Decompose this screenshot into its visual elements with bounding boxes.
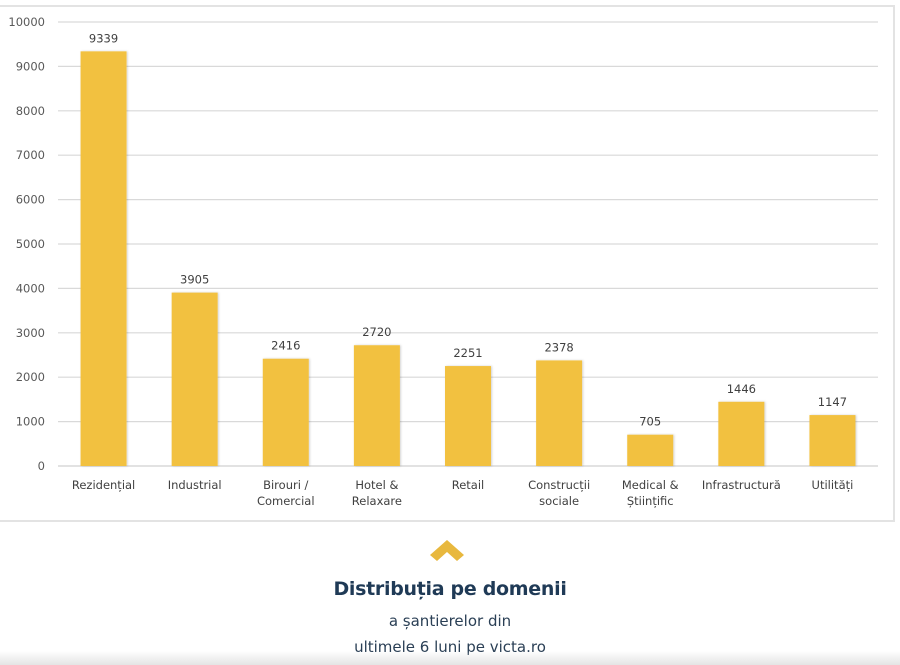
data-label: 2416 [271,339,300,353]
x-tick-label-line: Hotel & [355,478,398,492]
y-tick-label: 1000 [16,415,45,429]
x-tick-label: Hotel & Relaxare [352,478,402,508]
x-tick-label-line: Retail [452,478,485,492]
x-tick-label-line: Utilități [812,478,854,492]
y-tick-label: 5000 [16,237,45,251]
y-tick-label: 6000 [16,193,45,207]
bar [445,366,491,466]
x-tick-label-line: Industrial [168,478,222,492]
x-tick-label: Retail [452,478,485,492]
x-tick-label-line: Relaxare [352,494,402,508]
bars [80,51,856,467]
bar [262,358,309,466]
x-axis-category-labels: Rezidențial Industrial Birouri / Comercial H… [72,478,853,508]
x-tick-label-line: sociale [539,494,579,508]
x-tick-label-line: Infrastructură [702,478,781,492]
y-tick-label: 2000 [16,370,45,384]
bar [809,415,856,466]
x-tick-label: Utilități [812,478,854,492]
bottom-shadow [0,651,900,665]
x-tick-label: Birouri / Comercial [257,478,315,508]
x-tick-label: Rezidențial [72,478,135,492]
x-tick-label: Infrastructură [702,478,781,492]
x-tick-label-line: Comercial [257,494,315,508]
bar [536,360,583,466]
x-tick-label: Construcții sociale [528,478,590,508]
data-label: 9339 [89,31,118,45]
x-tick-label-line: Medical & [622,478,679,492]
bar-chart: 0 1000 2000 3000 4000 5000 6000 7000 8000 9000 100… [8,15,878,508]
bar [80,51,127,467]
caption-title: Distribuția pe domenii [333,578,567,600]
x-tick-label-line: Birouri / [263,478,308,492]
bar [627,434,674,466]
chevron-up-icon [430,540,464,561]
caption-subtitle-line-1: a șantierelor din [388,612,512,630]
bar [718,401,765,466]
x-tick-label-line: Rezidențial [72,478,135,492]
x-tick-label-line: Științific [627,494,674,508]
y-tick-label: 3000 [16,326,45,340]
data-label: 2720 [362,325,391,339]
bar [353,345,400,466]
x-tick-label-line: Construcții [528,478,590,492]
x-tick-label: Medical & Științific [622,478,679,508]
data-label: 1147 [818,395,847,409]
data-label: 705 [639,415,661,429]
y-tick-label: 10000 [8,15,45,29]
y-tick-label: 0 [38,459,45,473]
data-label: 1446 [727,382,756,396]
bar [171,292,218,466]
value-labels: 9339 3905 2416 2720 2251 2378 705 1446 1147 [89,31,847,428]
data-label: 3905 [180,273,209,287]
y-tick-label: 8000 [16,104,45,118]
y-tick-label: 9000 [16,59,45,73]
data-label: 2251 [453,346,482,360]
y-tick-label: 4000 [16,281,45,295]
x-tick-label: Industrial [168,478,222,492]
y-tick-label: 7000 [16,148,45,162]
data-label: 2378 [544,340,573,354]
y-axis-tick-labels: 0 1000 2000 3000 4000 5000 6000 7000 8000 9000 100… [8,15,45,473]
